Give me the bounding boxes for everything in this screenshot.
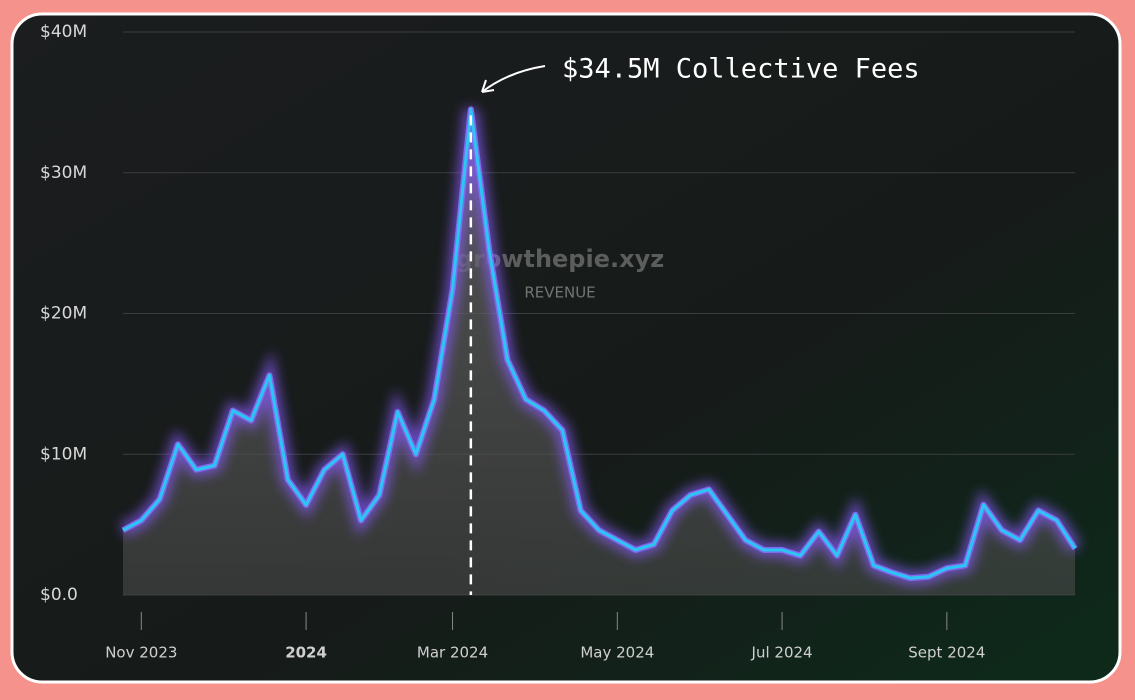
y-tick-label: $20M: [40, 304, 87, 324]
subtitle: REVENUE: [524, 284, 595, 302]
annotation: $34.5M Collective Fees: [562, 54, 920, 85]
x-tick-label: Nov 2023: [105, 644, 177, 662]
line: [122, 107, 1077, 580]
x-tick-label: Mar 2024: [417, 644, 488, 662]
x-tick-label: 2024: [285, 644, 327, 662]
annotation-arrow: [481, 65, 546, 93]
y-tick-label: $10M: [40, 444, 87, 464]
y-tick-label: $0.0: [40, 585, 78, 605]
x-tick-label: May 2024: [580, 644, 654, 662]
x-tick-label: Sept 2024: [908, 644, 985, 662]
y-tick-label: $30M: [40, 163, 87, 183]
x-tick-label: Jul 2024: [751, 644, 813, 662]
area: [123, 109, 1075, 595]
y-tick-label: $40M: [40, 22, 87, 42]
